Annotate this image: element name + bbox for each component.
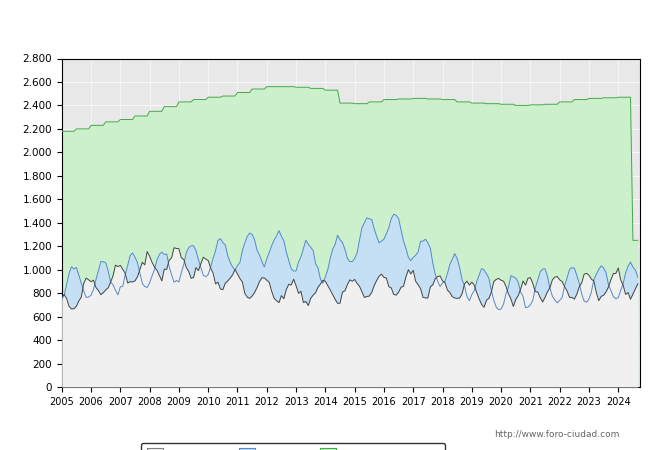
Text: http://www.foro-ciudad.com: http://www.foro-ciudad.com	[494, 430, 619, 439]
Legend: Ocupados, Parados, Hab. entre 16-64: Ocupados, Parados, Hab. entre 16-64	[141, 443, 445, 450]
Text: Pliego - Evolucion de la poblacion en edad de Trabajar Septiembre de 2024: Pliego - Evolucion de la poblacion en ed…	[89, 10, 561, 23]
